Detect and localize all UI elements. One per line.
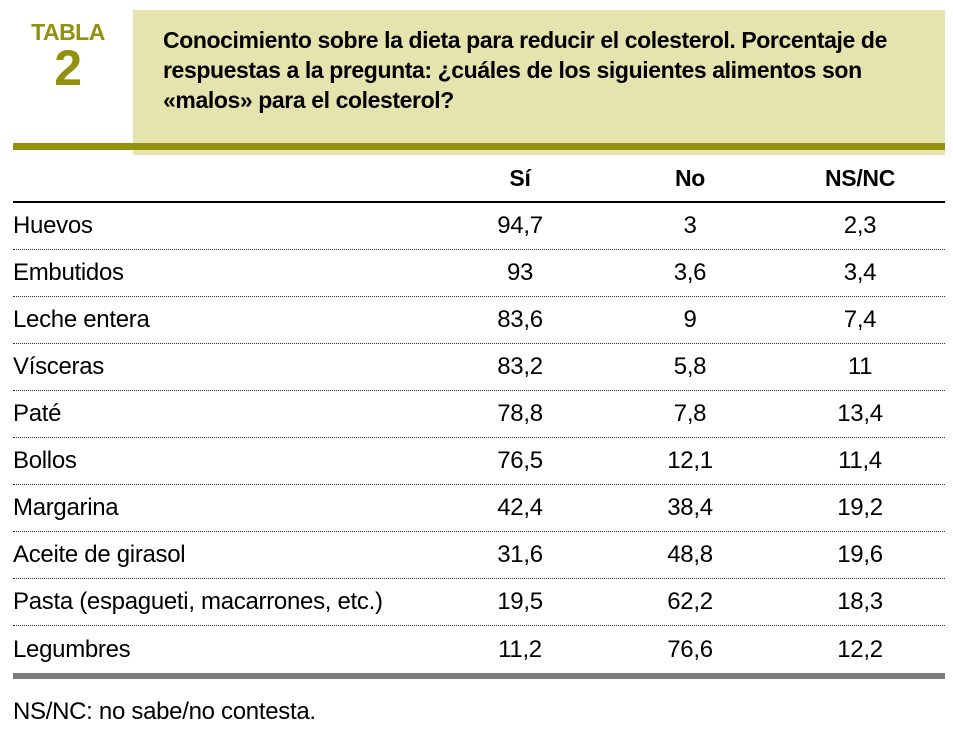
cell-no: 3,6 xyxy=(673,259,707,286)
row-label: Bollos xyxy=(13,447,77,474)
cell-no: 9 xyxy=(683,306,697,333)
header-col-nsnc: NS/NC xyxy=(824,164,896,191)
cell-no: 3 xyxy=(683,212,697,239)
table-badge: TABLA 2 xyxy=(18,19,118,96)
table-row: Bollos 76,5 12,1 11,4 xyxy=(13,438,945,485)
cell-nsnc: 3,4 xyxy=(843,259,877,286)
cell-nsnc: 7,4 xyxy=(843,306,877,333)
cell-no: 76,6 xyxy=(667,635,713,663)
footnote: NS/NC: no sabe/no contesta. xyxy=(13,698,316,725)
row-label: Pasta (espagueti, macarrones, etc.) xyxy=(13,588,383,615)
row-label: Paté xyxy=(13,400,62,427)
table-row: Pasta (espagueti, macarrones, etc.) 19,5… xyxy=(13,579,945,626)
row-label: Huevos xyxy=(13,212,93,239)
cell-nsnc: 13,4 xyxy=(837,400,883,427)
cell-no: 12,1 xyxy=(667,447,713,474)
cell-nsnc: 19,6 xyxy=(837,541,883,568)
table-row: Embutidos 93 3,6 3,4 xyxy=(13,250,945,297)
cell-nsnc: 11,4 xyxy=(838,447,882,474)
bottom-rule xyxy=(13,673,945,679)
cell-nsnc: 2,3 xyxy=(843,212,877,239)
cell-si: 31,6 xyxy=(497,541,543,568)
cell-si: 76,5 xyxy=(497,447,543,474)
table-header-row: Sí No NS/NC xyxy=(13,155,945,203)
cell-nsnc: 12,2 xyxy=(837,635,883,663)
row-label: Legumbres xyxy=(13,635,131,663)
table-title: Conocimiento sobre la dieta para reducir… xyxy=(163,27,887,113)
cell-si: 94,7 xyxy=(497,212,543,239)
header-col-si: Sí xyxy=(509,164,531,191)
table-badge-kicker: TABLA xyxy=(31,19,105,45)
table-row: Legumbres 11,2 76,6 12,2 xyxy=(13,626,945,673)
cell-si: 19,5 xyxy=(497,588,543,615)
cell-no: 7,8 xyxy=(673,400,707,427)
table-badge-number: 2 xyxy=(54,40,82,96)
cell-no: 38,4 xyxy=(667,494,713,521)
cell-no: 62,2 xyxy=(667,588,713,615)
cell-si: 93 xyxy=(506,259,534,286)
cell-no: 48,8 xyxy=(667,541,713,568)
table-row: Huevos 94,7 3 2,3 xyxy=(13,203,945,250)
table-row: Vísceras 83,2 5,8 11 xyxy=(13,344,945,391)
header-col-no: No xyxy=(674,164,706,191)
cell-si: 78,8 xyxy=(497,400,543,427)
table-row: Leche entera 83,6 9 7,4 xyxy=(13,297,945,344)
olive-rule xyxy=(13,143,945,150)
cell-si: 42,4 xyxy=(497,494,543,521)
table-row: Aceite de girasol 31,6 48,8 19,6 xyxy=(13,532,945,579)
cell-nsnc: 11 xyxy=(847,353,873,380)
row-label: Embutidos xyxy=(13,259,124,286)
cell-nsnc: 19,2 xyxy=(837,494,883,521)
table-row: Margarina 42,4 38,4 19,2 xyxy=(13,485,945,532)
row-label: Leche entera xyxy=(13,306,150,333)
table-body: Huevos 94,7 3 2,3 Embutidos 93 3,6 3,4 L… xyxy=(13,203,945,673)
table-row: Paté 78,8 7,8 13,4 xyxy=(13,391,945,438)
row-label: Vísceras xyxy=(13,353,104,380)
cell-nsnc: 18,3 xyxy=(837,588,883,615)
row-label: Aceite de girasol xyxy=(13,541,186,568)
cell-si: 11,2 xyxy=(498,635,542,663)
cell-no: 5,8 xyxy=(673,353,707,380)
title-banner: Conocimiento sobre la dieta para reducir… xyxy=(133,10,945,155)
row-label: Margarina xyxy=(13,494,119,521)
data-table: Sí No NS/NC Huevos 94,7 3 2,3 Embutidos … xyxy=(13,155,945,679)
cell-si: 83,6 xyxy=(497,306,543,333)
cell-si: 83,2 xyxy=(497,353,543,380)
